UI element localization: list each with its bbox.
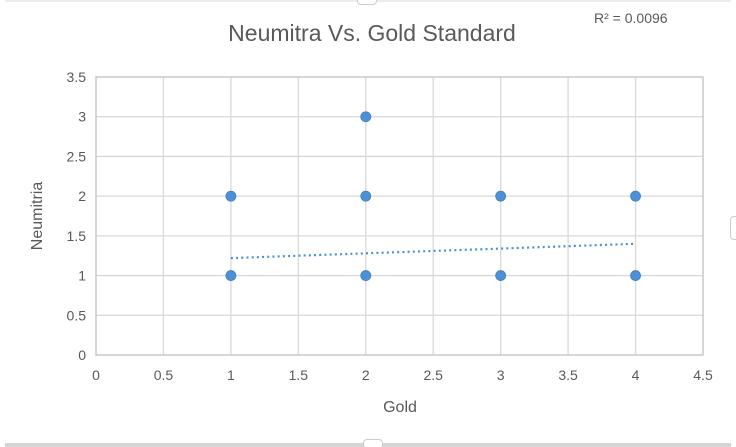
data-point[interactable] <box>225 190 237 202</box>
data-point[interactable] <box>495 190 507 202</box>
x-tick-label: 0 <box>92 367 100 383</box>
x-tick-label: 2 <box>362 367 370 383</box>
data-point[interactable] <box>360 270 372 281</box>
resize-handle-right[interactable] <box>730 216 736 240</box>
x-tick-label: 3 <box>497 367 505 383</box>
x-axis-title[interactable]: Gold <box>383 399 417 416</box>
y-tick-label: 3 <box>78 109 86 125</box>
y-tick-label: 1 <box>78 268 86 284</box>
r-squared-annotation[interactable]: R² = 0.0096 <box>594 10 668 26</box>
x-tick-label: 1 <box>227 367 235 383</box>
y-tick-label: 0 <box>78 347 86 363</box>
y-tick-label: 3.5 <box>67 69 87 85</box>
data-point[interactable] <box>360 190 372 202</box>
data-point[interactable] <box>360 111 372 123</box>
x-tick-label: 4 <box>632 367 640 383</box>
chart-title[interactable]: Neumitra Vs. Gold Standard <box>228 20 516 46</box>
x-tick-label: 0.5 <box>154 367 174 383</box>
data-point[interactable] <box>225 270 237 281</box>
x-tick-label: 3.5 <box>558 367 578 383</box>
data-point[interactable] <box>495 270 507 281</box>
data-point[interactable] <box>630 190 641 202</box>
x-tick-label: 4.5 <box>693 367 713 383</box>
y-tick-label: 1.5 <box>67 228 87 244</box>
x-tick-label: 2.5 <box>423 367 443 383</box>
y-tick-label: 2 <box>78 188 86 204</box>
plot-border <box>95 76 704 356</box>
data-point[interactable] <box>630 270 641 281</box>
y-tick-label: 2.5 <box>67 148 87 164</box>
resize-handle-top[interactable] <box>357 0 377 5</box>
x-tick-label: 1.5 <box>289 367 309 383</box>
resize-handle-bottom[interactable] <box>363 439 383 447</box>
y-tick-label: 0.5 <box>67 307 87 323</box>
y-axis-title[interactable]: Neumitria <box>29 181 46 251</box>
